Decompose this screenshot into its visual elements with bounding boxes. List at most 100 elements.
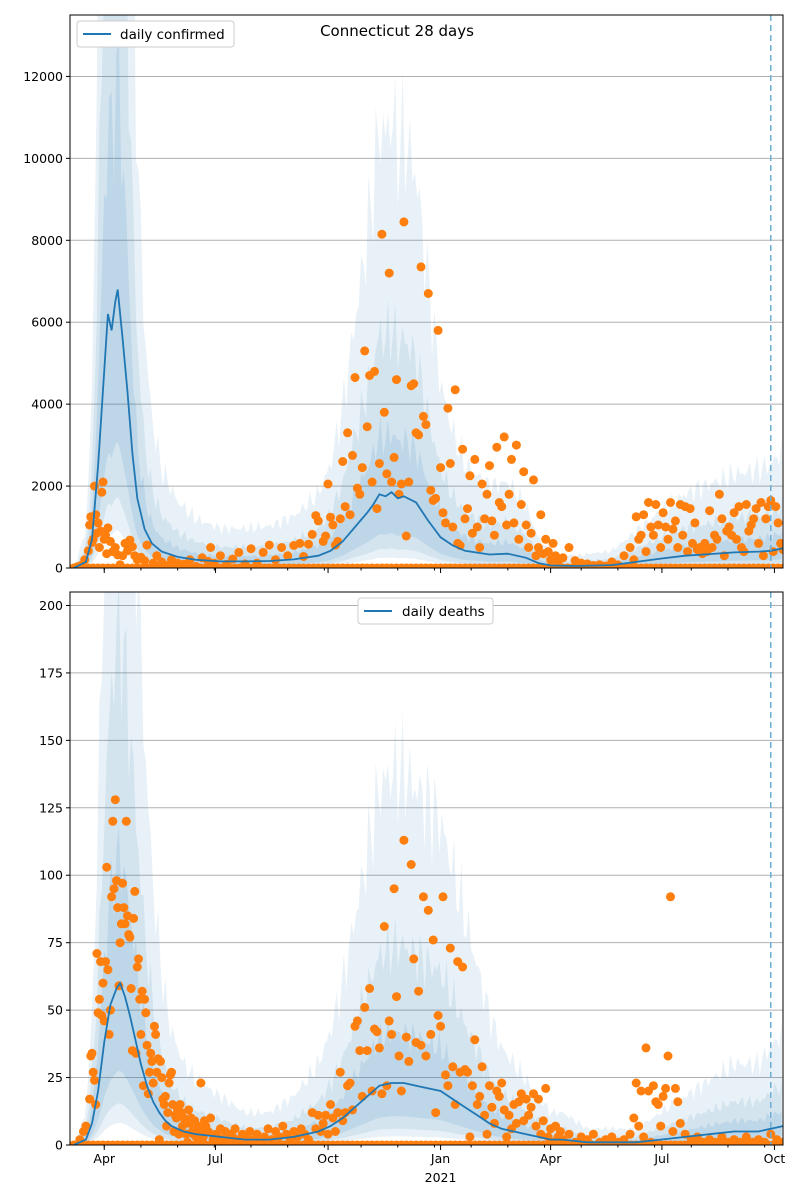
chart-title: Connecticut 28 days [320, 22, 474, 40]
confirmed-data-point [487, 516, 497, 526]
deaths-data-point [102, 862, 112, 872]
deaths-data-point [661, 1083, 671, 1093]
deaths-data-point [167, 1067, 176, 1077]
confirmed-zero-point [778, 563, 783, 568]
confirmed-data-point [448, 522, 458, 532]
confirmed-x-ticks [103, 568, 775, 573]
confirmed-data-point [499, 432, 509, 442]
deaths-data-point [416, 1040, 426, 1050]
confirmed-data-point [467, 528, 477, 538]
deaths-data-point [521, 1094, 531, 1104]
confirmed-data-point [85, 520, 95, 530]
deaths-data-point [458, 962, 468, 972]
x-year-label: 2021 [425, 1170, 457, 1185]
confirmed-data-point [458, 444, 468, 454]
deaths-data-point [352, 1016, 362, 1026]
confirmed-data-point [734, 502, 744, 512]
confirmed-data-point [362, 422, 372, 432]
deaths-data-point [184, 1105, 194, 1115]
deaths-data-point [110, 795, 120, 805]
deaths-data-point [531, 1121, 541, 1131]
deaths-data-point [441, 1070, 450, 1080]
confirmed-data-point [472, 522, 482, 532]
confirmed-data-point [700, 538, 710, 548]
deaths-y-tick-label: 75 [47, 935, 63, 950]
deaths-data-point [426, 1029, 436, 1039]
confirmed-data-point [480, 514, 490, 524]
confirmed-data-point [206, 543, 216, 552]
deaths-data-point [443, 1081, 453, 1091]
confirmed-data-point [396, 479, 406, 489]
deaths-data-point [377, 1089, 387, 1099]
deaths-data-point [607, 1132, 617, 1142]
confirmed-data-point [414, 430, 424, 440]
deaths-data-point [137, 986, 147, 996]
deaths-data-point [159, 1100, 169, 1109]
confirmed-data-point [465, 471, 475, 481]
confirmed-gridlines [70, 75, 783, 569]
confirmed-data-point [670, 516, 680, 526]
confirmed-data-point [688, 538, 697, 548]
confirmed-data-point [668, 524, 678, 534]
deaths-legend-box [357, 597, 494, 625]
confirmed-data-point [651, 500, 661, 509]
deaths-y-tick-label: 100 [39, 868, 63, 883]
x-tick-label: Jul [207, 1151, 223, 1166]
deaths-x-ticks: Apr Jul Oct Jan Apr Jul Oct [93, 1145, 785, 1166]
deaths-data-point [538, 1116, 548, 1126]
x-tick-label: Jan [430, 1151, 450, 1166]
deaths-data-point [634, 1121, 644, 1131]
x-tick-label: Jul [653, 1151, 669, 1166]
deaths-data-point [94, 994, 104, 1004]
deaths-data-point [372, 1027, 382, 1037]
deaths-data-point [673, 1097, 683, 1107]
confirmed-data-point [418, 411, 428, 421]
confirmed-axes-frame [69, 14, 784, 569]
confirmed-data-point [258, 547, 268, 557]
confirmed-observed-points [70, 217, 783, 568]
deaths-data-point [118, 878, 128, 888]
confirmed-data-point [142, 540, 152, 550]
deaths-data-point [85, 1094, 95, 1104]
confirmed-data-point [639, 510, 649, 520]
deaths-data-point [126, 984, 136, 993]
deaths-data-point [92, 949, 102, 958]
deaths-data-point [504, 1110, 514, 1120]
confirmed-data-point [307, 529, 317, 539]
deaths-data-point [629, 1113, 639, 1123]
confirmed-data-point [392, 375, 401, 385]
deaths-data-point [658, 1091, 668, 1101]
deaths-data-point [445, 943, 455, 953]
confirmed-data-point [519, 467, 529, 477]
deaths-band-1 [70, 592, 782, 1145]
deaths-data-point [333, 1108, 343, 1118]
deaths-data-point [326, 1100, 335, 1109]
deaths-data-point [115, 938, 125, 948]
confirmed-data-point [335, 514, 345, 524]
deaths-data-point [360, 1002, 370, 1012]
confirmed-data-point [678, 530, 688, 540]
deaths-data-point [355, 1046, 365, 1056]
confirmed-data-point [348, 450, 357, 460]
confirmed-data-point [543, 547, 553, 557]
confirmed-data-point [646, 522, 656, 532]
deaths-data-point [639, 1132, 649, 1142]
deaths-data-point [109, 884, 119, 894]
deaths-data-point [477, 1062, 487, 1072]
deaths-data-point [663, 1051, 673, 1061]
confirmed-data-point [360, 346, 370, 356]
confirmed-data-point [110, 543, 120, 552]
deaths-data-point [313, 1110, 323, 1120]
deaths-data-point [151, 1029, 161, 1039]
confirmed-y-tick-label: 8000 [31, 233, 63, 248]
deaths-data-point [149, 1021, 159, 1031]
confirmed-data-point [666, 498, 675, 507]
confirmed-data-point [485, 461, 494, 471]
deaths-data-point [107, 892, 117, 902]
deaths-data-point [206, 1113, 216, 1123]
confirmed-data-point [246, 544, 256, 554]
deaths-data-point [438, 892, 448, 902]
confirmed-data-point [504, 489, 514, 499]
confirmed-data-point [450, 385, 460, 395]
